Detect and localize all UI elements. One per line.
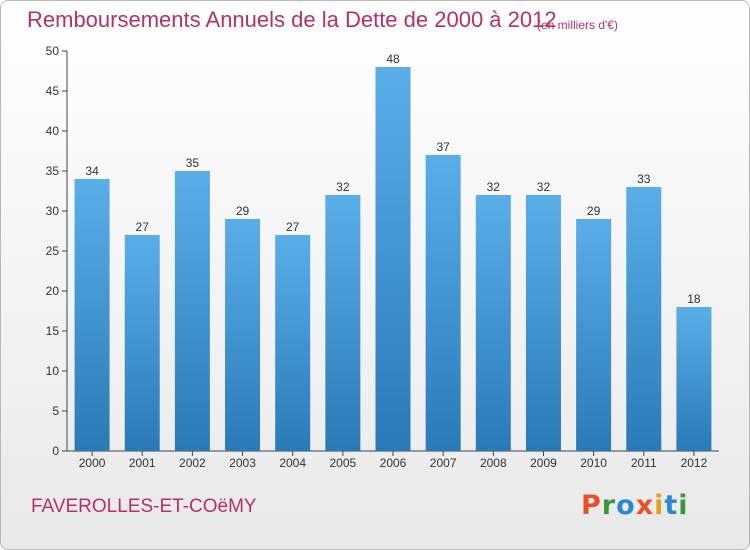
value-label-2000: 34 <box>85 164 99 178</box>
bar-2009 <box>525 195 561 451</box>
value-label-2012: 18 <box>687 292 701 306</box>
value-label-2001: 27 <box>136 220 150 234</box>
bar-2010 <box>576 219 612 451</box>
bar-2002 <box>174 171 210 451</box>
x-tick-label-2011: 2011 <box>631 456 657 470</box>
labels: 0 5 10 15 20 25 30 35 40 45 50 34 2000 27 2001 35 2002 29… <box>46 44 708 470</box>
commune-name: FAVEROLLES-ET-COëMY <box>31 496 257 517</box>
value-label-2010: 29 <box>587 204 601 218</box>
x-tick-label-2002: 2002 <box>179 456 206 470</box>
value-label-2002: 35 <box>186 156 200 170</box>
x-tick-label-2004: 2004 <box>279 456 306 470</box>
x-tick-label-2000: 2000 <box>79 456 106 470</box>
bar-2006 <box>375 67 411 451</box>
chart-subtitle: (en milliers d'€) <box>537 18 618 32</box>
logo-letter: r <box>601 490 617 521</box>
y-tick-label: 40 <box>46 124 60 138</box>
value-label-2008: 32 <box>487 180 501 194</box>
y-tick-label: 25 <box>46 244 60 258</box>
bar-2008 <box>475 195 511 451</box>
logo-letter: i <box>678 490 689 521</box>
bar-2007 <box>425 155 461 451</box>
x-tick-label-2009: 2009 <box>530 456 557 470</box>
bar-2000 <box>74 179 110 451</box>
bar-2004 <box>275 235 311 451</box>
y-tick-label: 15 <box>46 324 60 338</box>
value-label-2009: 32 <box>537 180 551 194</box>
value-label-2005: 32 <box>336 180 350 194</box>
logo-letter: o <box>616 490 636 521</box>
x-tick-label-2007: 2007 <box>430 456 457 470</box>
bars <box>74 67 712 451</box>
chart-title: Remboursements Annuels de la Dette de 20… <box>27 7 557 32</box>
value-label-2003: 29 <box>236 204 250 218</box>
bar-2011 <box>626 187 662 451</box>
value-label-2011: 33 <box>637 172 651 186</box>
logo-letter: t <box>664 490 679 521</box>
y-tick-label: 0 <box>52 444 59 458</box>
bar-2001 <box>124 235 160 451</box>
x-tick-label-2001: 2001 <box>129 456 156 470</box>
x-tick-label-2010: 2010 <box>580 456 607 470</box>
x-tick-label-2008: 2008 <box>480 456 507 470</box>
x-tick-label-2006: 2006 <box>380 456 407 470</box>
proxiti-logo: Proxiti <box>581 490 689 521</box>
y-tick-label: 50 <box>46 44 60 58</box>
x-tick-label-2003: 2003 <box>229 456 256 470</box>
value-label-2007: 37 <box>436 140 450 154</box>
y-tick-label: 10 <box>46 364 60 378</box>
x-tick-label-2005: 2005 <box>329 456 356 470</box>
logo-letter: P <box>581 490 602 521</box>
logo-letter: i <box>654 490 665 521</box>
value-label-2004: 27 <box>286 220 300 234</box>
bar-2003 <box>225 219 261 451</box>
logo-letter: x <box>635 490 655 521</box>
y-tick-label: 20 <box>46 284 60 298</box>
y-tick-label: 45 <box>46 84 60 98</box>
y-tick-label: 30 <box>46 204 60 218</box>
y-tick-label: 35 <box>46 164 60 178</box>
value-label-2006: 48 <box>386 52 400 66</box>
x-tick-label-2012: 2012 <box>681 456 708 470</box>
bar-2012 <box>676 307 712 451</box>
y-tick-label: 5 <box>52 404 59 418</box>
bar-2005 <box>325 195 361 451</box>
